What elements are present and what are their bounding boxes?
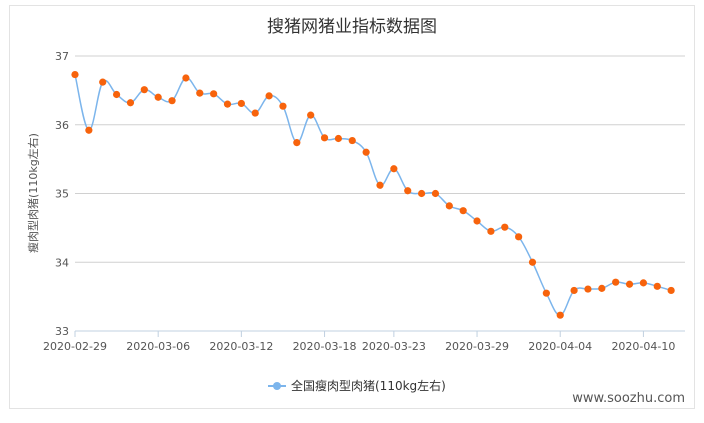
x-tick-label: 2020-04-10 bbox=[611, 340, 675, 353]
data-point-2020-03-11[interactable] bbox=[223, 100, 232, 108]
y-tick-label: 35 bbox=[55, 188, 69, 201]
data-point-2020-03-17[interactable] bbox=[307, 111, 315, 119]
legend-marker-swatch bbox=[273, 382, 281, 390]
x-tick-label: 2020-02-29 bbox=[43, 340, 107, 353]
data-point-2020-03-03[interactable] bbox=[112, 90, 121, 99]
x-axis: 2020-02-29 2020-03-06 2020-03-12 2020-03-18… bbox=[43, 330, 685, 353]
data-point-2020-04-02[interactable] bbox=[528, 258, 537, 266]
series-line bbox=[74, 74, 672, 316]
data-point-2020-03-29[interactable] bbox=[473, 217, 481, 225]
data-point-2020-04-11[interactable] bbox=[653, 282, 661, 290]
data-point-2020-03-07[interactable] bbox=[168, 97, 176, 105]
y-axis-ticks: 33 34 35 36 37 bbox=[55, 50, 69, 338]
x-tick-label: 2020-03-23 bbox=[362, 340, 426, 353]
data-point-2020-03-13[interactable] bbox=[251, 109, 259, 117]
data-point-2020-03-04[interactable] bbox=[126, 99, 135, 107]
data-point-2020-03-27[interactable] bbox=[445, 202, 453, 210]
data-point-2020-03-18[interactable] bbox=[320, 134, 329, 142]
data-point-2020-03-24[interactable] bbox=[404, 187, 412, 195]
data-point-2020-04-07[interactable] bbox=[598, 284, 606, 292]
data-point-2020-02-29[interactable] bbox=[71, 70, 79, 79]
series-markers bbox=[71, 70, 675, 319]
data-point-2020-04-05[interactable] bbox=[570, 286, 578, 295]
y-tick-label: 33 bbox=[55, 325, 69, 338]
data-point-2020-03-30[interactable] bbox=[487, 227, 495, 235]
data-point-2020-03-10[interactable] bbox=[210, 90, 218, 98]
data-point-2020-03-21[interactable] bbox=[362, 148, 370, 156]
x-tick-label: 2020-03-06 bbox=[126, 340, 190, 353]
data-point-2020-04-08[interactable] bbox=[612, 278, 620, 286]
data-point-2020-04-01[interactable] bbox=[515, 233, 523, 241]
data-point-2020-03-20[interactable] bbox=[348, 136, 356, 145]
chart-title: 搜猪网猪业指标数据图 bbox=[267, 17, 437, 37]
data-point-2020-03-26[interactable] bbox=[431, 189, 440, 198]
data-point-2020-03-06[interactable] bbox=[154, 93, 162, 101]
data-point-2020-03-12[interactable] bbox=[237, 99, 245, 108]
data-point-2020-03-01[interactable] bbox=[85, 126, 93, 134]
x-tick-label: 2020-03-29 bbox=[445, 340, 509, 353]
y-tick-label: 36 bbox=[55, 119, 69, 132]
data-point-2020-03-02[interactable] bbox=[99, 78, 107, 86]
data-point-2020-04-03[interactable] bbox=[542, 289, 550, 297]
chart-frame bbox=[9, 5, 695, 409]
data-point-2020-04-10[interactable] bbox=[639, 279, 648, 287]
data-point-2020-03-25[interactable] bbox=[417, 189, 426, 198]
data-point-2020-04-12[interactable] bbox=[667, 286, 675, 295]
x-tick-label: 2020-04-04 bbox=[528, 340, 592, 353]
x-tick-label: 2020-03-12 bbox=[209, 340, 273, 353]
data-point-2020-04-09[interactable] bbox=[625, 280, 634, 288]
data-point-2020-03-28[interactable] bbox=[459, 207, 467, 215]
y-tick-label: 34 bbox=[55, 256, 69, 269]
data-point-2020-03-14[interactable] bbox=[265, 92, 273, 100]
y-tick-label: 37 bbox=[55, 50, 69, 63]
data-point-2020-03-15[interactable] bbox=[279, 102, 287, 110]
y-axis-label: 瘦肉型肉猪(110kg左右) bbox=[26, 133, 40, 253]
legend-label: 全国瘦肉型肉猪(110kg左右) bbox=[291, 378, 446, 393]
data-point-2020-03-31[interactable] bbox=[501, 223, 509, 231]
legend[interactable]: 全国瘦肉型肉猪(110kg左右) bbox=[268, 378, 446, 393]
data-point-2020-03-22[interactable] bbox=[376, 181, 384, 189]
data-point-2020-03-16[interactable] bbox=[293, 139, 301, 147]
data-point-2020-03-09[interactable] bbox=[196, 89, 204, 97]
data-point-2020-03-23[interactable] bbox=[390, 165, 398, 173]
data-point-2020-04-04[interactable] bbox=[556, 311, 564, 319]
data-point-2020-03-08[interactable] bbox=[182, 74, 190, 82]
data-point-2020-04-06[interactable] bbox=[584, 285, 592, 293]
watermark: www.soozhu.com bbox=[572, 391, 685, 406]
x-tick-label: 2020-03-18 bbox=[293, 340, 357, 353]
data-point-2020-03-05[interactable] bbox=[140, 86, 148, 94]
data-point-2020-03-19[interactable] bbox=[334, 134, 343, 143]
